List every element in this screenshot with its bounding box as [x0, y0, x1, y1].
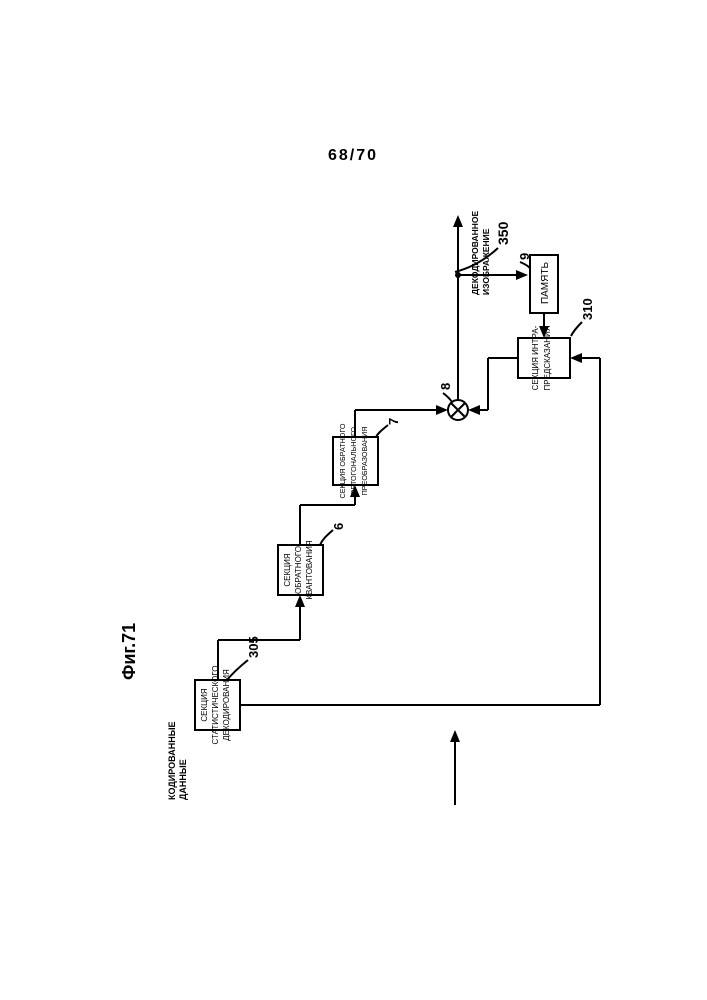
block-310-line1: СЕКЦИЯ ИНТРА-: [531, 325, 540, 390]
block-7-ref: 7: [386, 418, 401, 425]
block-7-line1: СЕКЦИЯ ОБРАТНОГО: [338, 423, 347, 498]
block-6: 6 СЕКЦИЯ ОБРАТНОГО КВАНТОВАНИЯ: [278, 523, 346, 600]
block-7-ref-leader: [376, 425, 388, 437]
block-310-ref-leader: [571, 322, 582, 336]
diagram-canvas: 68/70 Фиг.71 350 КОДИРОВАННЫЕ ДАННЫЕ 305…: [0, 0, 707, 1000]
system-ref: 350: [495, 221, 511, 245]
svg-text:СЕКЦИЯ: СЕКЦИЯ: [200, 688, 209, 721]
block-9: 9 ПАМЯТЬ: [517, 253, 558, 313]
arrow-input-305: [450, 730, 460, 742]
block-9-ref-leader: [520, 262, 530, 268]
arrow-out-mem: [516, 270, 528, 280]
adder-8: 8: [438, 383, 468, 420]
figure-label: Фиг.71: [119, 623, 139, 680]
output-label-2: ИЗОБРАЖЕНИЕ: [481, 228, 491, 295]
output-label-group: ДЕКОДИРОВАННОЕ ИЗОБРАЖЕНИЕ: [470, 211, 491, 295]
block-7-line3: ПРЕОБРАЗОВАНИЯ: [360, 427, 369, 496]
block-7: 7 СЕКЦИЯ ОБРАТНОГО ОРТОГОНАЛЬНОГО ПРЕОБР…: [333, 418, 401, 499]
block-6-ref: 6: [331, 523, 346, 530]
svg-text:СЕКЦИЯ ОБРАТНОГО: СЕКЦИЯ ОБРАТНОГО: [338, 423, 347, 498]
block-310-ref: 310: [580, 298, 595, 320]
adder-ref: 8: [438, 383, 453, 390]
svg-text:ОБРАТНОГО: ОБРАТНОГО: [294, 546, 303, 594]
block-305-line1: СЕКЦИЯ: [200, 688, 209, 721]
svg-text:ПРЕДСКАЗАНИЯ: ПРЕДСКАЗАНИЯ: [543, 325, 552, 390]
svg-text:ОРТОГОНАЛЬНОГО: ОРТОГОНАЛЬНОГО: [349, 426, 358, 495]
arrow-310-8: [468, 405, 480, 415]
input-label-group: КОДИРОВАННЫЕ ДАННЫЕ: [167, 721, 188, 800]
svg-text:ПАМЯТЬ: ПАМЯТЬ: [540, 262, 551, 305]
block-6-line2: ОБРАТНОГО: [294, 546, 303, 594]
svg-text:СЕКЦИЯ ИНТРА-: СЕКЦИЯ ИНТРА-: [531, 325, 540, 390]
block-6-line3: КВАНТОВАНИЯ: [305, 540, 314, 600]
block-305: 305 СЕКЦИЯ СТАТИСТИЧЕСКОГО ДЕКОДИРОВАНИЯ: [195, 636, 261, 744]
arrow-8-out: [453, 215, 463, 227]
arrow-7-8: [436, 405, 448, 415]
block-9-line1: ПАМЯТЬ: [540, 262, 551, 305]
input-label-1: КОДИРОВАННЫЕ: [167, 721, 177, 800]
adder-ref-leader: [443, 393, 452, 402]
svg-text:СЕКЦИЯ: СЕКЦИЯ: [283, 553, 292, 586]
input-label-2: ДАННЫЕ: [178, 759, 188, 800]
arrow-305-310: [570, 353, 582, 363]
arrow-305-6: [295, 595, 305, 607]
block-7-line2: ОРТОГОНАЛЬНОГО: [349, 426, 358, 495]
block-310-line2: ПРЕДСКАЗАНИЯ: [543, 325, 552, 390]
output-label-1: ДЕКОДИРОВАННОЕ: [470, 211, 480, 295]
svg-text:ПРЕОБРАЗОВАНИЯ: ПРЕОБРАЗОВАНИЯ: [360, 427, 369, 496]
page-number: 68/70: [328, 147, 378, 164]
svg-text:ДЕКОДИРОВАНИЯ: ДЕКОДИРОВАНИЯ: [222, 669, 231, 741]
block-305-line3: ДЕКОДИРОВАНИЯ: [222, 669, 231, 741]
block-6-line1: СЕКЦИЯ: [283, 553, 292, 586]
svg-text:КВАНТОВАНИЯ: КВАНТОВАНИЯ: [305, 540, 314, 600]
block-6-ref-leader: [320, 530, 333, 545]
